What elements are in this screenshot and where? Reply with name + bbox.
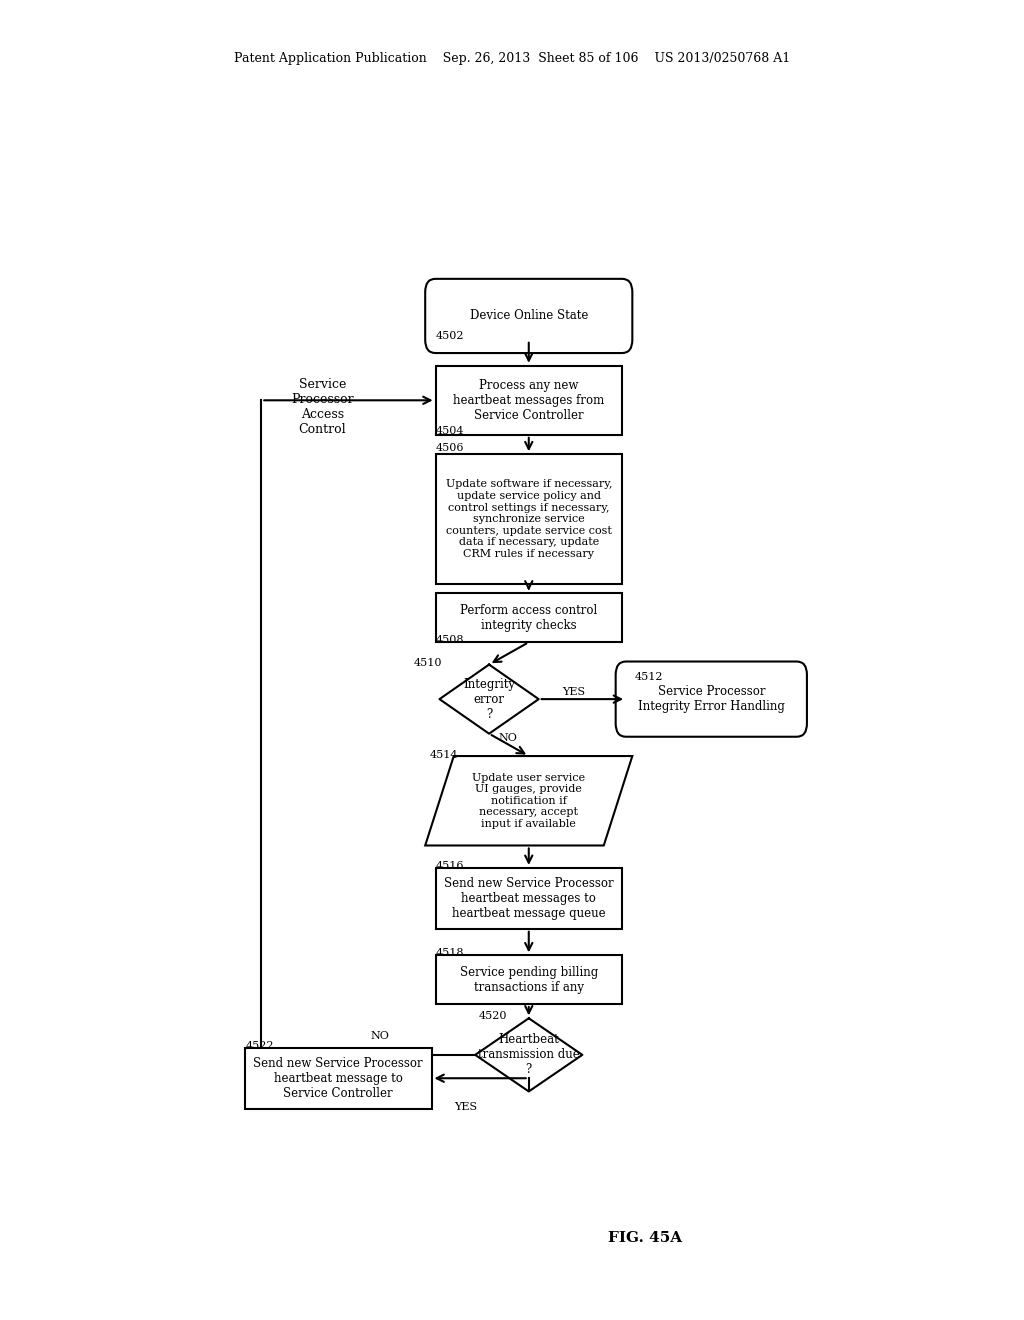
Polygon shape [475, 1018, 583, 1092]
Text: Heartbeat
transmission due
?: Heartbeat transmission due ? [478, 1034, 580, 1076]
FancyBboxPatch shape [425, 279, 633, 352]
Bar [435, 867, 622, 929]
Text: Device Online State: Device Online State [470, 309, 588, 322]
Bar [435, 594, 622, 643]
Text: Perform access control
integrity checks: Perform access control integrity checks [460, 603, 597, 632]
Text: Service
Processor
Access
Control: Service Processor Access Control [291, 379, 353, 437]
Polygon shape [425, 756, 633, 846]
Text: Patent Application Publication    Sep. 26, 2013  Sheet 85 of 106    US 2013/0250: Patent Application Publication Sep. 26, … [233, 51, 791, 65]
Bar [435, 454, 622, 585]
Text: 4520: 4520 [479, 1011, 507, 1022]
Text: Service Processor
Integrity Error Handling: Service Processor Integrity Error Handli… [638, 685, 784, 713]
Text: Service pending billing
transactions if any: Service pending billing transactions if … [460, 966, 598, 994]
Text: FIG. 45A: FIG. 45A [608, 1232, 682, 1245]
Text: Process any new
heartbeat messages from
Service Controller: Process any new heartbeat messages from … [454, 379, 604, 422]
Text: NO: NO [371, 1031, 390, 1040]
Text: 4510: 4510 [414, 657, 442, 668]
Bar [435, 366, 622, 434]
Text: 4516: 4516 [436, 861, 465, 871]
Text: 4508: 4508 [436, 635, 465, 645]
Text: Integrity
error
?: Integrity error ? [463, 677, 515, 721]
Bar [245, 1048, 431, 1109]
Text: Send new Service Processor
heartbeat message to
Service Controller: Send new Service Processor heartbeat mes… [254, 1057, 423, 1100]
Text: 4518: 4518 [436, 948, 465, 958]
Text: 4502: 4502 [436, 331, 465, 342]
Text: YES: YES [454, 1102, 477, 1111]
Polygon shape [439, 664, 539, 734]
Text: Send new Service Processor
heartbeat messages to
heartbeat message queue: Send new Service Processor heartbeat mes… [444, 876, 613, 920]
Text: 4512: 4512 [634, 672, 663, 681]
Text: 4506: 4506 [436, 444, 465, 453]
Text: Update software if necessary,
update service policy and
control settings if nece: Update software if necessary, update ser… [445, 479, 612, 560]
Text: 4504: 4504 [436, 426, 465, 436]
Text: Update user service
UI gauges, provide
notification if
necessary, accept
input i: Update user service UI gauges, provide n… [472, 772, 586, 829]
Text: YES: YES [562, 686, 586, 697]
FancyBboxPatch shape [615, 661, 807, 737]
Text: NO: NO [499, 733, 517, 743]
Text: 4514: 4514 [430, 750, 458, 760]
Bar [435, 956, 622, 1005]
Text: 4522: 4522 [246, 1040, 274, 1051]
